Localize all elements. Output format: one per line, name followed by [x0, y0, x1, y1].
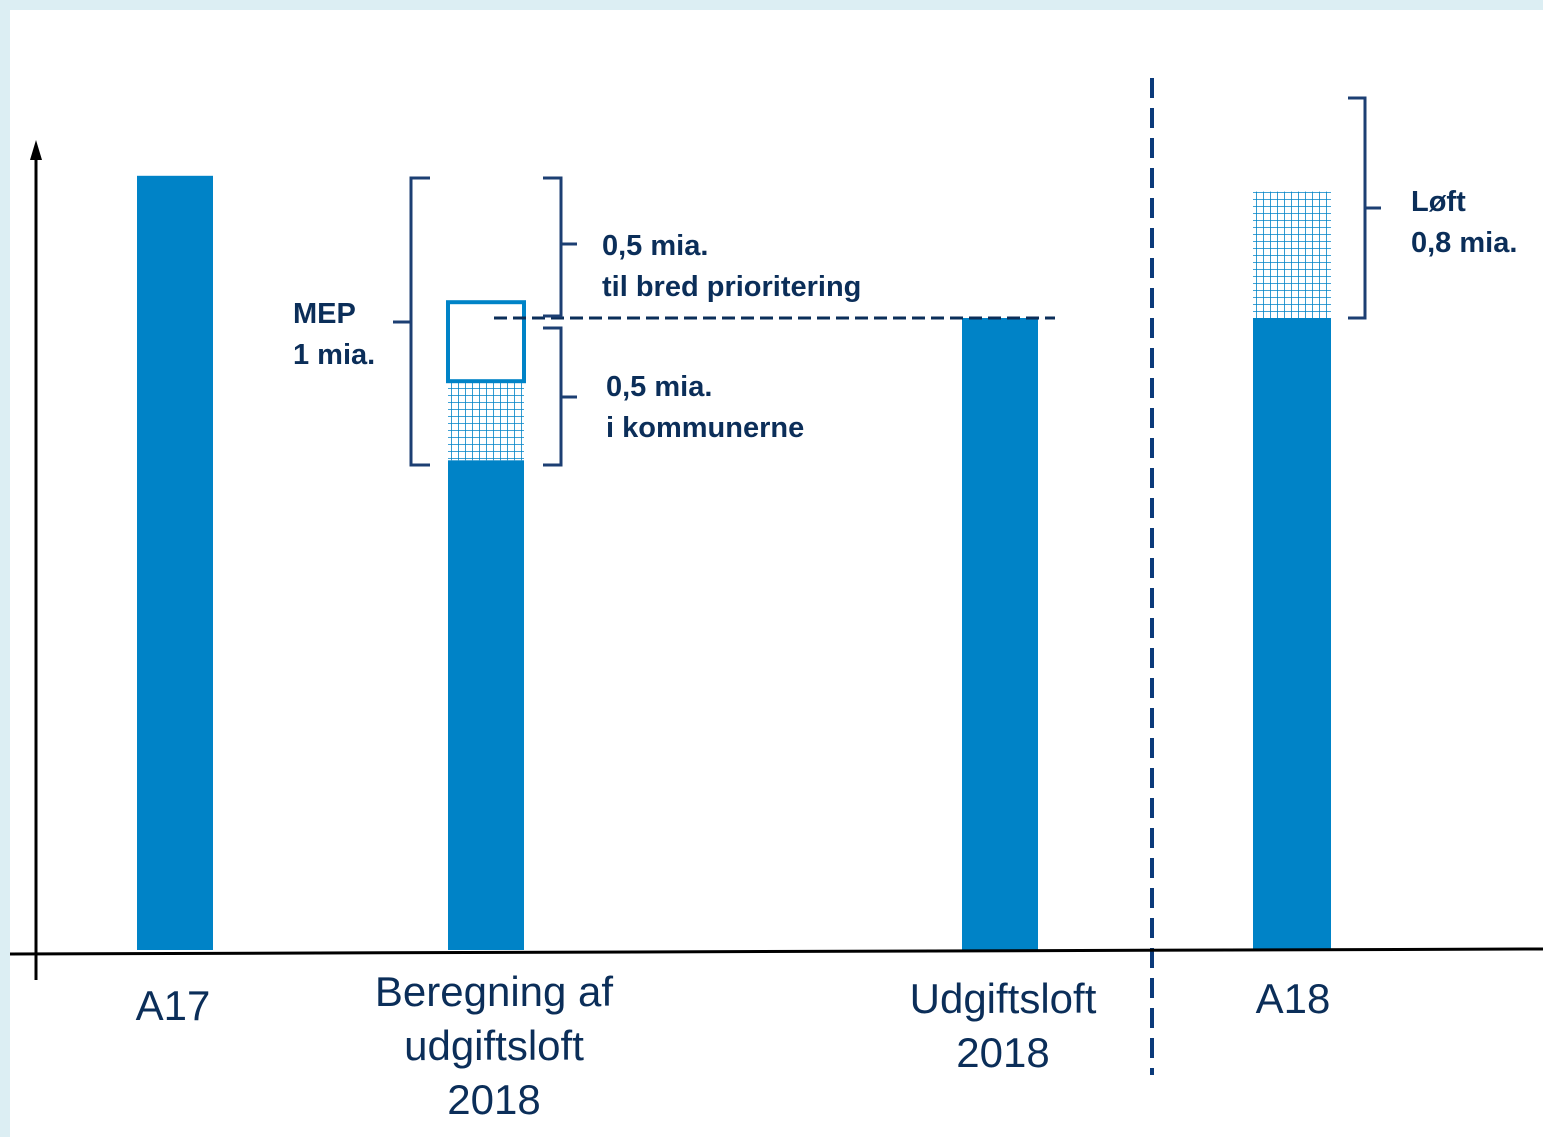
y-axis-arrow — [30, 140, 42, 160]
loft-bracket — [1348, 98, 1381, 318]
category-label-a18: A18 — [1256, 972, 1331, 1026]
kommuner-bracket — [543, 328, 577, 465]
annotation-loft: Løft 0,8 mia. — [1411, 182, 1517, 264]
x-axis — [10, 949, 1543, 954]
category-label-udgiftsloft: Udgiftsloft 2018 — [910, 972, 1097, 1080]
mep-bracket — [393, 178, 430, 465]
annotation-top: 0,5 mia. til bred prioritering — [602, 226, 861, 308]
bar-beregning-outline-segment — [448, 302, 524, 381]
bar-beregning-hatched-segment — [448, 381, 524, 460]
bar-a18-solid-segment — [1253, 318, 1331, 950]
category-label-a17: A17 — [136, 979, 211, 1033]
chart-frame: A17 Beregning af udgiftsloft 2018 Udgift… — [10, 10, 1543, 1137]
annotation-kommuner: 0,5 mia. i kommunerne — [606, 367, 804, 449]
annotation-mep: MEP 1 mia. — [293, 294, 375, 376]
bar-a17-solid-segment — [137, 176, 213, 950]
bar-udgiftsloft-solid-segment — [962, 318, 1038, 950]
bar-a18-hatched-segment — [1253, 192, 1331, 318]
top-bracket — [543, 178, 577, 316]
bar-beregning-solid-segment — [448, 460, 524, 950]
bar-chart — [10, 10, 1543, 1137]
category-label-beregning: Beregning af udgiftsloft 2018 — [375, 965, 613, 1127]
